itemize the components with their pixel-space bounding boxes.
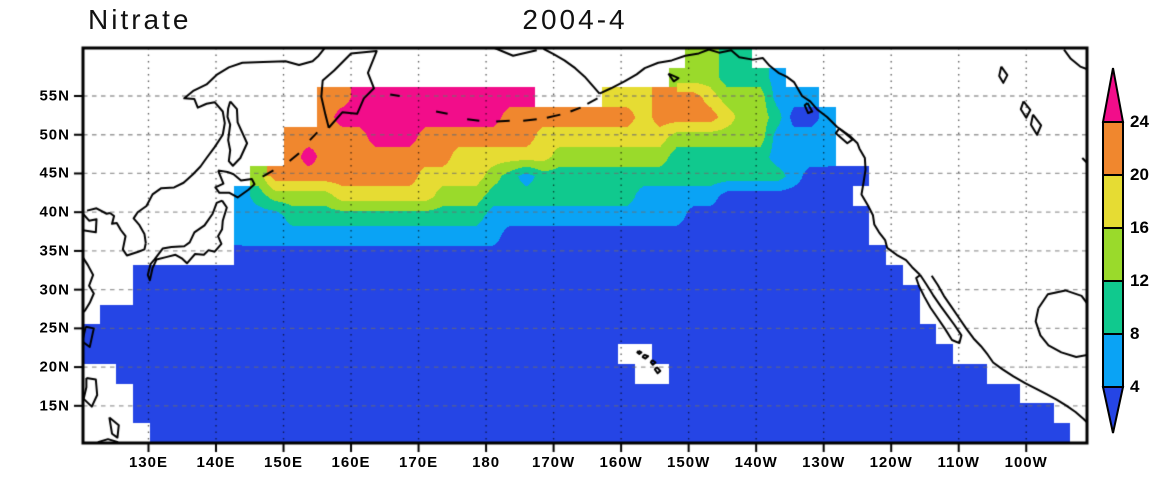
colorbar-tick-label-4: 4	[1130, 377, 1140, 396]
y-tick-label-30N: 30N	[39, 281, 70, 299]
y-tick-label-20N: 20N	[39, 358, 70, 376]
colorbar-tick-label-12: 12	[1130, 271, 1149, 290]
x-tick-label-170E: 170E	[399, 454, 439, 471]
chart-period-label: 2004-4	[522, 4, 628, 35]
x-tick-label-180: 180	[472, 454, 501, 471]
x-tick-label-140E: 140E	[196, 454, 236, 471]
y-tick-label-50N: 50N	[39, 126, 70, 144]
colorbar-tick-label-24: 24	[1130, 112, 1149, 131]
colorbar-tick-label-20: 20	[1130, 165, 1149, 184]
y-tick-label-35N: 35N	[39, 242, 70, 260]
x-tick-label-140W: 140W	[734, 454, 778, 471]
x-tick-label-100W: 100W	[1004, 454, 1048, 471]
colorbar-tick-label-16: 16	[1130, 218, 1149, 237]
x-tick-label-160W: 160W	[599, 454, 643, 471]
y-tick-label-45N: 45N	[39, 164, 70, 182]
y-tick-label-55N: 55N	[39, 87, 70, 105]
x-tick-label-160E: 160E	[331, 454, 371, 471]
x-tick-label-130E: 130E	[128, 454, 169, 471]
x-tick-label-130W: 130W	[802, 454, 846, 471]
y-tick-label-40N: 40N	[39, 203, 70, 221]
x-tick-label-150E: 150E	[263, 454, 304, 471]
x-tick-label-150W: 150W	[667, 454, 711, 471]
x-tick-label-110W: 110W	[937, 454, 980, 471]
x-tick-label-120W: 120W	[869, 454, 913, 471]
y-tick-label-15N: 15N	[39, 397, 70, 415]
colorbar-tick-label-8: 8	[1130, 324, 1140, 343]
x-tick-label-170W: 170W	[532, 454, 576, 471]
y-tick-label-25N: 25N	[39, 319, 70, 337]
chart-title: Nitrate	[88, 4, 192, 35]
